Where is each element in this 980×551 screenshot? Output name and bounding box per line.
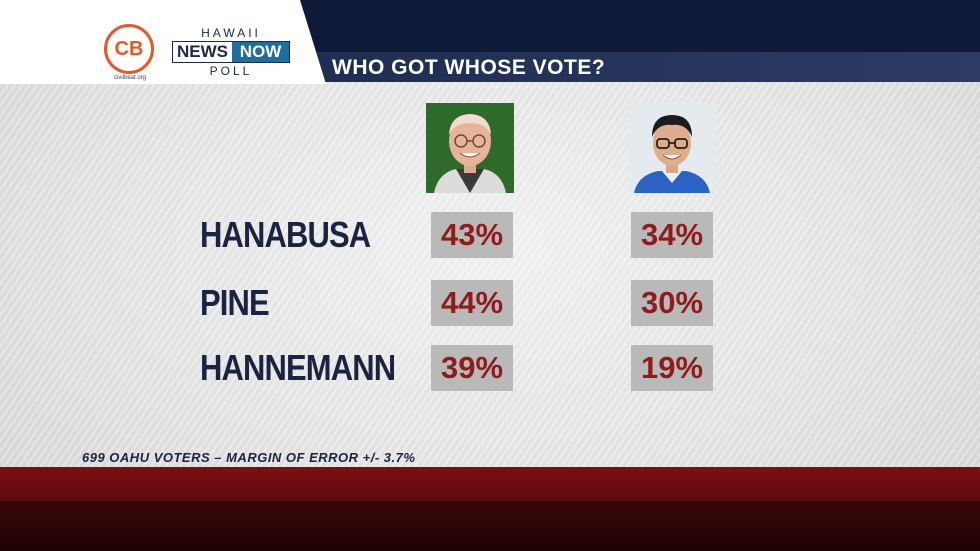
- bottom-red-band: [0, 467, 980, 501]
- candidate-name-hannemann: HANNEMANN: [200, 347, 396, 388]
- header-bar: [300, 0, 980, 52]
- candidate-name-hanabusa: HANABUSA: [200, 214, 371, 255]
- percent-hannemann-left: 39%: [431, 345, 513, 391]
- station-logo: NEWS NOW: [172, 41, 290, 63]
- graphic-title: WHO GOT WHOSE VOTE?: [332, 56, 606, 79]
- portrait-left-image: [426, 103, 514, 193]
- percent-hanabusa-left: 43%: [431, 212, 513, 258]
- percent-pine-left: 44%: [431, 280, 513, 326]
- candidate-photo-right: [628, 103, 716, 193]
- candidate-photo-left: [426, 103, 514, 193]
- percent-pine-right: 30%: [631, 280, 713, 326]
- station-logo-now: NOW: [231, 42, 289, 62]
- civil-beat-logo: CB: [104, 24, 154, 74]
- title-bar: [300, 52, 980, 82]
- poll-footnote: 699 OAHU VOTERS – MARGIN OF ERROR +/- 3.…: [82, 450, 416, 465]
- civil-beat-domain: civilbeat.org: [113, 75, 146, 81]
- station-logo-news: NEWS: [173, 42, 232, 62]
- percent-hanabusa-right: 34%: [631, 212, 713, 258]
- station-logo-poll: POLL: [209, 64, 253, 78]
- percent-hannemann-right: 19%: [631, 345, 713, 391]
- station-logo-top: HAWAII: [201, 26, 261, 40]
- candidate-name-pine: PINE: [200, 282, 270, 323]
- portrait-right-image: [628, 103, 716, 193]
- bottom-dark-band: [0, 501, 980, 551]
